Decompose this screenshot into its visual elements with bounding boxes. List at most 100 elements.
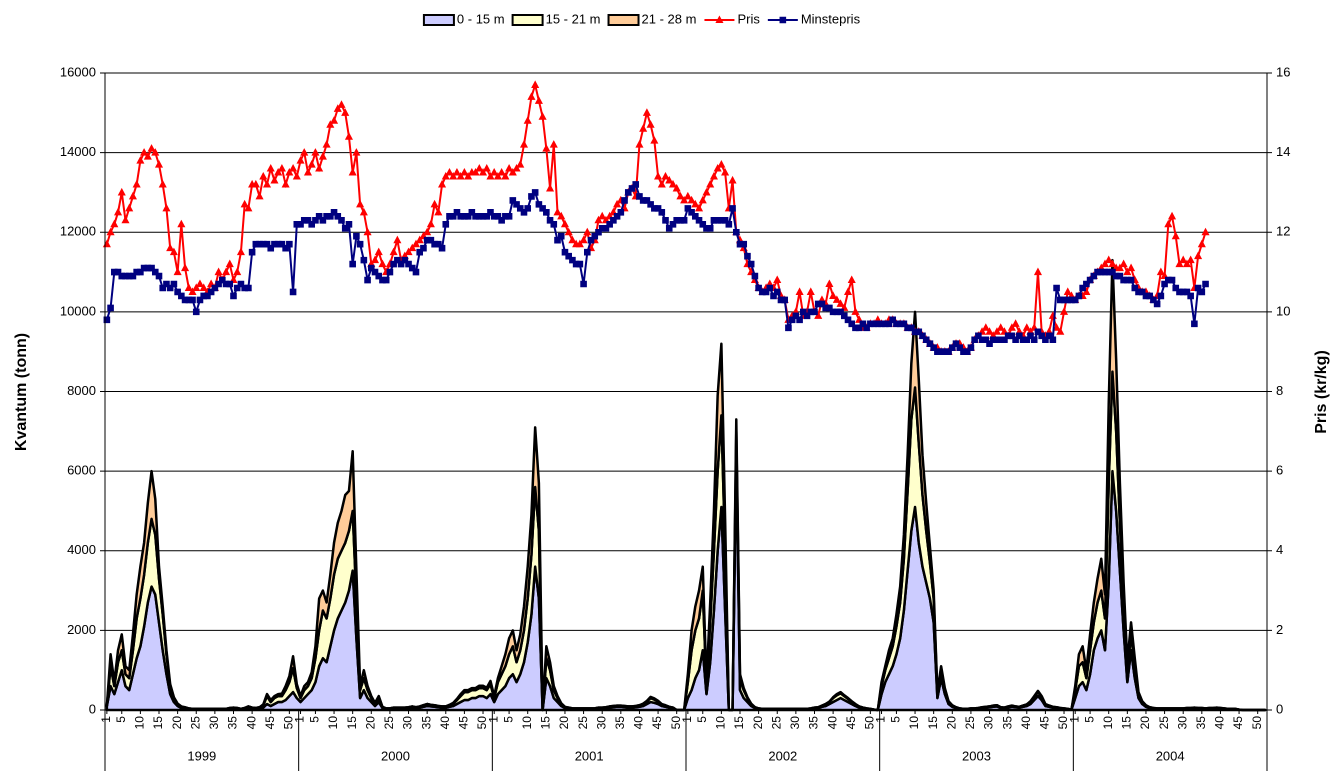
y2-tick-label: 8 bbox=[1276, 383, 1283, 398]
line-marker bbox=[621, 197, 628, 204]
line-marker bbox=[642, 108, 651, 116]
line-marker bbox=[661, 171, 670, 180]
x-tick-label: 5 bbox=[889, 716, 903, 723]
line-marker bbox=[1075, 292, 1083, 300]
x-tick-label: 40 bbox=[1019, 716, 1033, 730]
x-tick-label: 15 bbox=[539, 716, 553, 730]
line-marker bbox=[173, 267, 182, 276]
line-marker bbox=[434, 207, 443, 216]
x-tick-label: 10 bbox=[520, 716, 534, 730]
x-tick-label: 45 bbox=[1231, 716, 1245, 730]
legend-label: Pris bbox=[737, 11, 760, 26]
x-tick-label: 50 bbox=[282, 716, 296, 730]
line-marker bbox=[721, 167, 730, 176]
line-marker bbox=[706, 224, 714, 232]
line-marker bbox=[345, 220, 353, 228]
x-tick-label: 50 bbox=[863, 716, 877, 730]
line-marker bbox=[1182, 259, 1191, 268]
line-marker bbox=[464, 171, 473, 180]
legend-label: 0 - 15 m bbox=[457, 11, 505, 26]
line-marker bbox=[311, 148, 320, 156]
line-marker bbox=[505, 213, 513, 220]
line-marker bbox=[364, 276, 371, 284]
line-marker bbox=[725, 220, 733, 228]
x-tick-label: 15 bbox=[345, 716, 359, 730]
x-tick-label: 40 bbox=[825, 716, 839, 730]
group-label: 2000 bbox=[381, 748, 410, 763]
line-marker bbox=[303, 167, 313, 176]
line-marker bbox=[337, 100, 346, 108]
line-marker bbox=[121, 215, 130, 224]
line-marker bbox=[136, 156, 145, 164]
line-marker bbox=[285, 167, 294, 176]
line-marker bbox=[732, 228, 740, 236]
line-marker bbox=[584, 248, 591, 256]
line-marker bbox=[151, 148, 160, 156]
line-marker bbox=[177, 219, 186, 228]
line-marker bbox=[564, 227, 573, 236]
y-tick-label: 12000 bbox=[60, 224, 96, 239]
line-marker bbox=[1063, 287, 1072, 295]
line-marker bbox=[806, 287, 815, 295]
line-marker bbox=[613, 199, 622, 208]
x-tick-label: 20 bbox=[1138, 716, 1152, 730]
line-marker bbox=[829, 291, 838, 299]
line-marker bbox=[199, 283, 208, 291]
y2-axis-title: Pris (kr/kg) bbox=[1313, 350, 1330, 434]
y2-tick-label: 14 bbox=[1276, 144, 1290, 159]
line-marker bbox=[1167, 211, 1177, 220]
line-marker bbox=[188, 287, 197, 295]
line-marker bbox=[277, 163, 286, 172]
line-marker bbox=[542, 144, 551, 152]
line-marker bbox=[698, 195, 707, 204]
line-marker bbox=[687, 195, 696, 204]
line-marker bbox=[482, 163, 491, 172]
line-marker bbox=[1153, 300, 1161, 308]
line-marker bbox=[1171, 231, 1180, 240]
line-marker bbox=[147, 144, 156, 152]
line-marker bbox=[1115, 263, 1124, 272]
x-tick-label: 20 bbox=[751, 716, 765, 730]
group-label: 2002 bbox=[768, 748, 797, 763]
line-marker bbox=[493, 171, 502, 180]
line-marker bbox=[516, 160, 525, 168]
y-tick-label: 14000 bbox=[60, 144, 96, 159]
line-marker bbox=[411, 239, 421, 248]
group-label: 2003 bbox=[962, 748, 991, 763]
x-tick-label: 1 bbox=[680, 716, 694, 723]
line-marker bbox=[471, 167, 480, 176]
line-marker bbox=[382, 276, 390, 284]
x-tick-label: 15 bbox=[732, 716, 746, 730]
line-marker bbox=[1053, 284, 1060, 292]
x-tick-label: 20 bbox=[944, 716, 958, 730]
line-marker bbox=[1100, 259, 1110, 268]
line-marker bbox=[668, 179, 677, 188]
line-marker bbox=[796, 316, 803, 324]
line-marker bbox=[1186, 255, 1195, 264]
line-marker bbox=[632, 181, 640, 188]
line-marker bbox=[128, 191, 137, 200]
line-marker bbox=[170, 280, 178, 288]
line-marker bbox=[519, 140, 529, 148]
line-marker bbox=[709, 171, 718, 180]
line-marker bbox=[370, 255, 380, 264]
line-marker bbox=[426, 219, 435, 228]
line-marker bbox=[259, 171, 268, 180]
line-marker bbox=[281, 179, 290, 188]
y-tick-label: 8000 bbox=[67, 383, 96, 398]
line-marker bbox=[330, 116, 339, 124]
line-marker bbox=[270, 175, 279, 184]
line-marker bbox=[992, 327, 1002, 335]
line-marker bbox=[363, 227, 372, 236]
line-marker bbox=[691, 199, 700, 208]
group-label: 2001 bbox=[575, 748, 604, 763]
line-marker bbox=[225, 259, 234, 268]
line-marker bbox=[262, 179, 272, 188]
line-marker bbox=[524, 205, 532, 212]
line-marker bbox=[1175, 259, 1184, 268]
line-marker bbox=[318, 152, 327, 160]
line-marker bbox=[1030, 336, 1038, 344]
x-tick-label: 45 bbox=[457, 716, 471, 730]
x-tick-label: 50 bbox=[669, 716, 683, 730]
